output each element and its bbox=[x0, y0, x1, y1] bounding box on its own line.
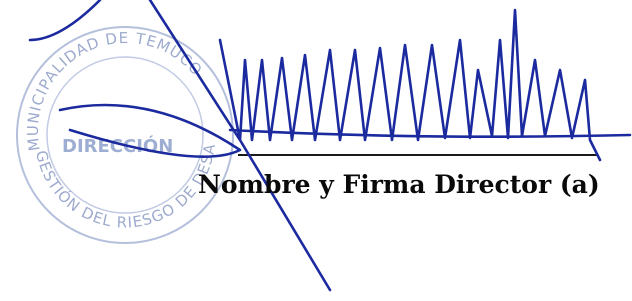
signature-label: Nombre y Firma Director (a) bbox=[198, 170, 600, 199]
stamp: MUNICIPALIDAD DE TEMUCO DIRECCIÓN GESTIÓ… bbox=[0, 0, 233, 243]
document: MUNICIPALIDAD DE TEMUCO DIRECCIÓN GESTIÓ… bbox=[0, 0, 632, 296]
stamp-top-text: MUNICIPALIDAD DE TEMUCO bbox=[24, 29, 206, 152]
stamp-top-text: MUNICIPALIDAD DE TEMUCO bbox=[24, 29, 206, 152]
stamp-center-text: DIRECCIÓN bbox=[62, 135, 173, 157]
